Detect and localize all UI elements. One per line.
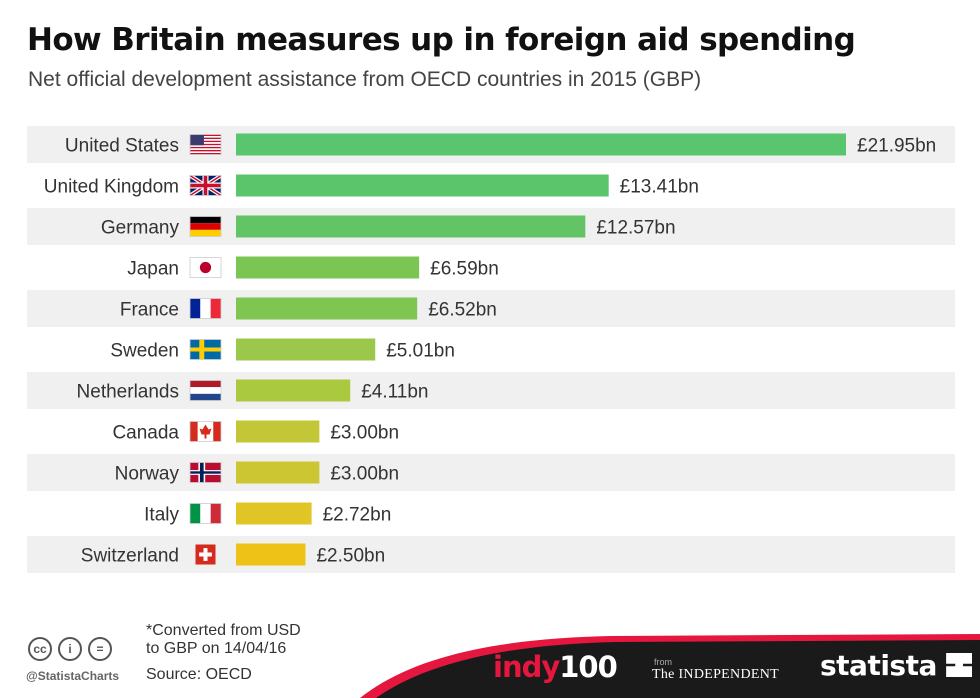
- value-label-sweden: £5.01bn: [386, 341, 455, 362]
- value-label-united-kingdom: £13.41bn: [620, 177, 699, 198]
- japan-flag-icon: [189, 257, 222, 278]
- bar-canada: [236, 420, 320, 443]
- indy100-logo-number: 100: [559, 650, 618, 684]
- france-flag-icon: [189, 298, 222, 319]
- by-icon: i: [58, 637, 82, 661]
- category-label-switzerland: Switzerland: [81, 546, 179, 567]
- category-label-canada: Canada: [112, 423, 179, 444]
- uk-flag-icon: [188, 173, 223, 198]
- row-band-switzerland: [27, 536, 955, 573]
- bar-france: [236, 297, 418, 320]
- nd-icon: =: [88, 637, 112, 661]
- value-label-france: £6.52bn: [428, 300, 497, 321]
- germany-flag-icon: [189, 216, 222, 237]
- statista-logo-mark-icon: [946, 653, 973, 677]
- category-label-united-kingdom: United Kingdom: [44, 177, 179, 198]
- norway-flag-icon: [189, 462, 222, 483]
- page-title: How Britain measures up in foreign aid s…: [27, 22, 856, 58]
- category-label-united-states: United States: [65, 136, 179, 157]
- row-band-norway: [27, 454, 955, 491]
- source-note: Source: OECD: [146, 666, 252, 683]
- bar-sweden: [236, 338, 376, 361]
- bar-united-states: [236, 133, 846, 156]
- value-label-japan: £6.59bn: [430, 259, 499, 280]
- canada-flag-icon: [189, 421, 222, 442]
- category-label-japan: Japan: [127, 259, 179, 280]
- indy100-logo[interactable]: indy100: [493, 650, 618, 684]
- bar-chart: United States £21.95bn United Kingdom £13.4…: [27, 126, 955, 573]
- category-label-italy: Italy: [144, 505, 179, 526]
- category-label-norway: Norway: [115, 464, 180, 485]
- license-icons: cc i =: [28, 637, 112, 661]
- bar-germany: [236, 215, 586, 238]
- bar-italy: [236, 502, 312, 525]
- statista-logo[interactable]: statista: [820, 649, 973, 682]
- category-label-france: France: [120, 300, 179, 321]
- row-band-france: [27, 290, 955, 327]
- statista-logo-text: statista: [820, 649, 937, 682]
- category-label-sweden: Sweden: [110, 341, 179, 362]
- sweden-flag-icon: [189, 339, 222, 360]
- bar-norway: [236, 461, 320, 484]
- conversion-note-text: *Converted from USD to GBP on 14/04/16: [146, 622, 301, 657]
- statista-handle: @StatistaCharts: [26, 669, 120, 683]
- indy100-logo-prefix: indy: [493, 650, 560, 684]
- category-label-germany: Germany: [101, 218, 180, 239]
- page-subtitle: Net official development assistance from…: [28, 68, 702, 91]
- conversion-note: *Converted from USD to GBP on 14/04/16: [146, 622, 316, 658]
- bar-united-kingdom: [236, 174, 609, 197]
- value-label-united-states: £21.95bn: [857, 136, 936, 157]
- cc-icon: cc: [28, 637, 52, 661]
- bar-japan: [236, 256, 420, 279]
- bar-switzerland: [236, 543, 306, 566]
- value-label-italy: £2.72bn: [323, 505, 392, 526]
- us-flag-icon: [189, 134, 222, 155]
- switzerland-flag-icon: [195, 544, 216, 565]
- from-label: from: [654, 657, 672, 667]
- netherlands-flag-icon: [189, 380, 222, 401]
- row-band-netherlands: [27, 372, 955, 409]
- value-label-canada: £3.00bn: [330, 423, 399, 444]
- category-label-netherlands: Netherlands: [77, 382, 179, 403]
- value-label-netherlands: £4.11bn: [361, 382, 428, 403]
- value-label-germany: £12.57bn: [596, 218, 675, 239]
- italy-flag-icon: [189, 503, 222, 524]
- bar-netherlands: [236, 379, 351, 402]
- value-label-norway: £3.00bn: [330, 464, 399, 485]
- value-label-switzerland: £2.50bn: [316, 546, 385, 567]
- independent-logo[interactable]: The INDEPENDENT: [652, 667, 779, 682]
